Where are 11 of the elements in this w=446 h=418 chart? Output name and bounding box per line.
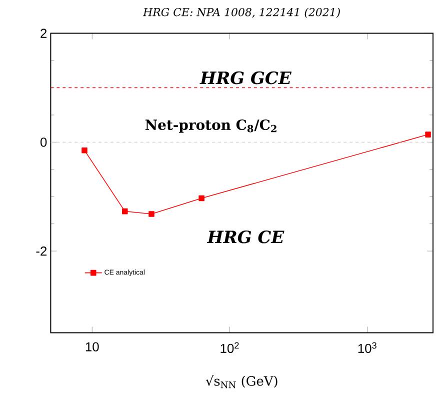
annotation: Net-proton C$_{8}$/C$_{2}$ bbox=[145, 119, 276, 133]
y-tick-label: 2 bbox=[40, 28, 47, 38]
x-tick-label: 10$^{3}$ bbox=[358, 342, 376, 353]
ref-line-label: HRG GCE bbox=[200, 71, 292, 84]
annotation: HRG CE bbox=[206, 230, 284, 244]
y-tick-label: 0 bbox=[40, 138, 47, 147]
chart-title: HRG CE: NPA 1008, 122141 (2021) bbox=[142, 8, 340, 18]
x-tick-label: 10$^{2}$ bbox=[220, 342, 239, 353]
x-tick-label: 10 bbox=[86, 342, 99, 352]
x-axis-title: √s$_{NN}$ (GeV) bbox=[206, 375, 278, 388]
y-tick-label: -2 bbox=[36, 246, 47, 256]
